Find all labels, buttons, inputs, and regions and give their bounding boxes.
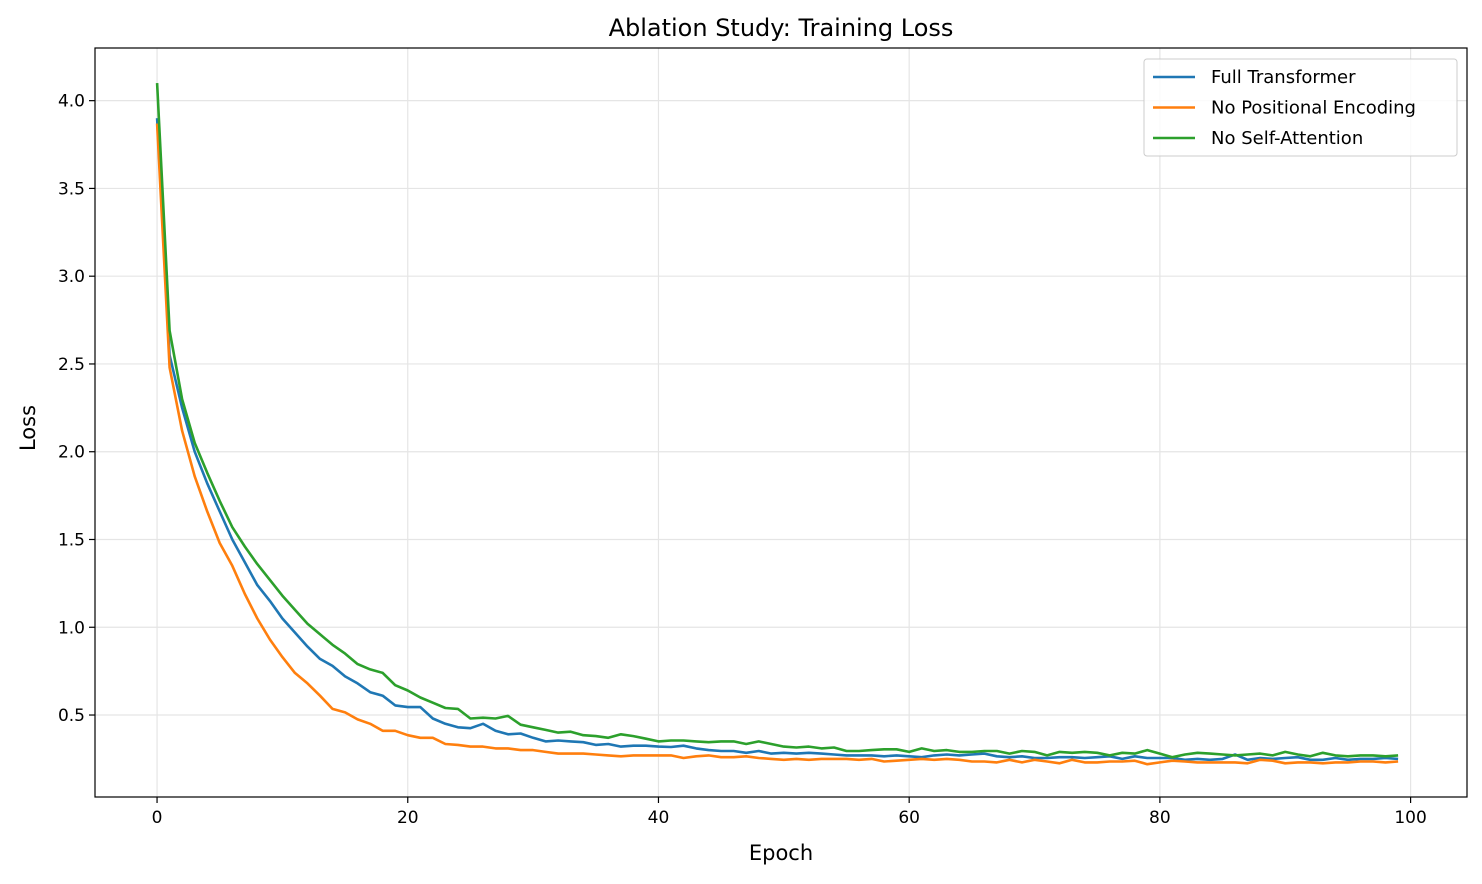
legend-box xyxy=(1143,58,1458,157)
x-tick-label: 100 xyxy=(1394,808,1426,828)
x-tick-label: 60 xyxy=(898,808,920,828)
legend-label: Full Transformer xyxy=(1211,67,1356,88)
y-tick-label: 4.0 xyxy=(58,92,85,112)
series-line-3 xyxy=(155,83,1399,759)
grid xyxy=(95,48,1467,797)
series-lines xyxy=(155,83,1399,766)
series-line-1 xyxy=(155,118,1399,762)
y-tick-label: 1.0 xyxy=(58,618,85,638)
legend-label: No Self-Attention xyxy=(1211,128,1363,149)
axis-ticks: 0 20 40 60 80 100 0.5 1.0 1.5 2.0 2.5 3.0 3.5 4.0 xyxy=(58,92,1427,828)
x-tick-label: 40 xyxy=(648,808,670,828)
y-tick-label: 3.5 xyxy=(58,179,85,199)
y-tick-label: 2.0 xyxy=(58,443,85,463)
series-line-2 xyxy=(155,123,1399,766)
y-tick-label: 1.5 xyxy=(58,530,85,550)
legend-label: No Positional Encoding xyxy=(1211,98,1416,119)
plot-frame xyxy=(94,47,1468,798)
legend: Full Transformer No Positional Encoding No… xyxy=(1143,58,1458,157)
y-tick-label: 3.0 xyxy=(58,267,85,287)
y-axis-label: Loss xyxy=(16,405,40,451)
chart-title: Ablation Study: Training Loss xyxy=(609,14,954,42)
y-tick-label: 0.5 xyxy=(58,706,85,726)
x-tick-label: 20 xyxy=(397,808,419,828)
x-tick-label: 80 xyxy=(1149,808,1171,828)
x-axis-label: Epoch xyxy=(749,841,813,865)
y-tick-label: 2.5 xyxy=(58,355,85,375)
x-tick-label: 0 xyxy=(152,808,163,828)
